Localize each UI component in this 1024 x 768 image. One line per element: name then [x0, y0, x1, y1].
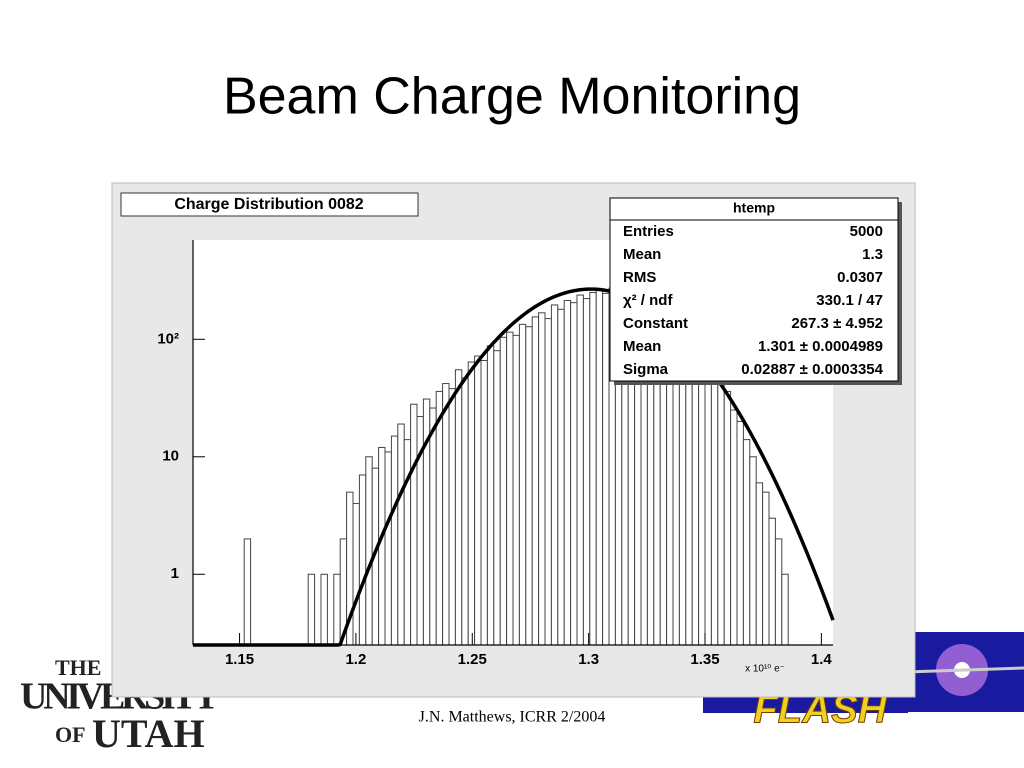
y-tick-label: 10 — [162, 448, 179, 465]
bar — [480, 359, 488, 646]
stats-name: Entries — [623, 223, 674, 240]
bar — [710, 366, 719, 646]
bar — [602, 292, 610, 646]
bar — [467, 361, 476, 646]
bar — [781, 573, 789, 646]
stats-value: 267.3 ± 4.952 — [791, 315, 883, 332]
bar — [698, 345, 706, 646]
bar — [768, 517, 776, 646]
bar — [582, 298, 591, 646]
x-axis-label: x 10¹⁰ e⁻ — [745, 664, 785, 675]
bar — [736, 420, 744, 646]
logo-text: UTAH — [92, 711, 205, 756]
stats-value: 1.3 — [862, 246, 883, 263]
bar — [506, 331, 514, 646]
stats-name: RMS — [623, 269, 656, 286]
logo-line — [905, 666, 1024, 674]
x-tick-label: 1.3 — [578, 651, 599, 668]
stats-name: χ² / ndf — [623, 292, 673, 309]
bar — [474, 355, 482, 646]
bar — [390, 435, 399, 646]
bar — [352, 503, 360, 646]
bar — [429, 407, 437, 646]
slide-title: Beam Charge Monitoring — [223, 68, 801, 126]
bar — [403, 439, 412, 646]
x-tick-label: 1.15 — [225, 651, 254, 668]
bar — [538, 312, 546, 646]
bar — [723, 390, 732, 646]
bar — [550, 304, 559, 646]
bar — [544, 318, 552, 646]
x-tick-label: 1.25 — [458, 651, 487, 668]
bar — [410, 403, 418, 646]
bar — [570, 302, 578, 646]
y-tick-label: 1 — [171, 565, 179, 582]
stats-name: Sigma — [623, 361, 669, 378]
stats-value: 1.301 ± 0.0004989 — [758, 338, 883, 355]
bar — [333, 573, 341, 646]
bar — [557, 308, 565, 646]
stats-value: 5000 — [850, 223, 883, 240]
stats-name: Mean — [623, 338, 661, 355]
chart-title: Charge Distribution 0082 — [174, 196, 363, 213]
bar — [320, 573, 328, 646]
bar — [518, 323, 527, 646]
bar — [512, 334, 520, 646]
bar — [595, 288, 604, 646]
bar — [499, 336, 508, 646]
bar — [442, 383, 450, 646]
bar — [461, 377, 469, 646]
y-tick-label: 10² — [157, 330, 179, 347]
bar — [448, 388, 456, 646]
stats-value: 0.0307 — [837, 269, 883, 286]
bar — [730, 409, 738, 646]
bar — [576, 294, 584, 646]
bar — [493, 350, 501, 646]
bar — [307, 573, 316, 646]
bar — [717, 380, 725, 646]
stats-title: htemp — [733, 200, 775, 216]
logo-text: THE — [55, 655, 101, 680]
bar — [358, 474, 367, 646]
bar — [435, 390, 444, 646]
bar — [704, 359, 712, 646]
bar — [384, 451, 392, 646]
stats-name: Constant — [623, 315, 688, 332]
bar — [563, 299, 572, 646]
bar — [525, 326, 533, 646]
stats-value: 330.1 / 47 — [816, 292, 883, 309]
bar — [486, 345, 495, 646]
bar — [774, 538, 783, 646]
title-box — [120, 192, 419, 217]
footer: J.N. Matthews, ICRR 2/2004 — [419, 709, 606, 726]
bar — [365, 456, 373, 646]
bar — [243, 538, 252, 646]
bar — [589, 292, 597, 646]
x-tick-label: 1.4 — [811, 651, 833, 668]
stats-name: Mean — [623, 246, 661, 263]
stats-value: 0.02887 ± 0.0003354 — [741, 361, 883, 378]
x-tick-label: 1.2 — [345, 651, 366, 668]
x-tick-label: 1.35 — [690, 651, 719, 668]
bar — [742, 439, 751, 646]
bar — [749, 456, 757, 646]
bar — [755, 482, 764, 646]
bar — [691, 341, 700, 646]
bar — [531, 316, 540, 646]
bar — [397, 423, 405, 646]
bar — [762, 491, 770, 646]
logo-text: OF — [55, 722, 86, 747]
stats-box — [609, 197, 899, 382]
bar — [454, 369, 463, 646]
